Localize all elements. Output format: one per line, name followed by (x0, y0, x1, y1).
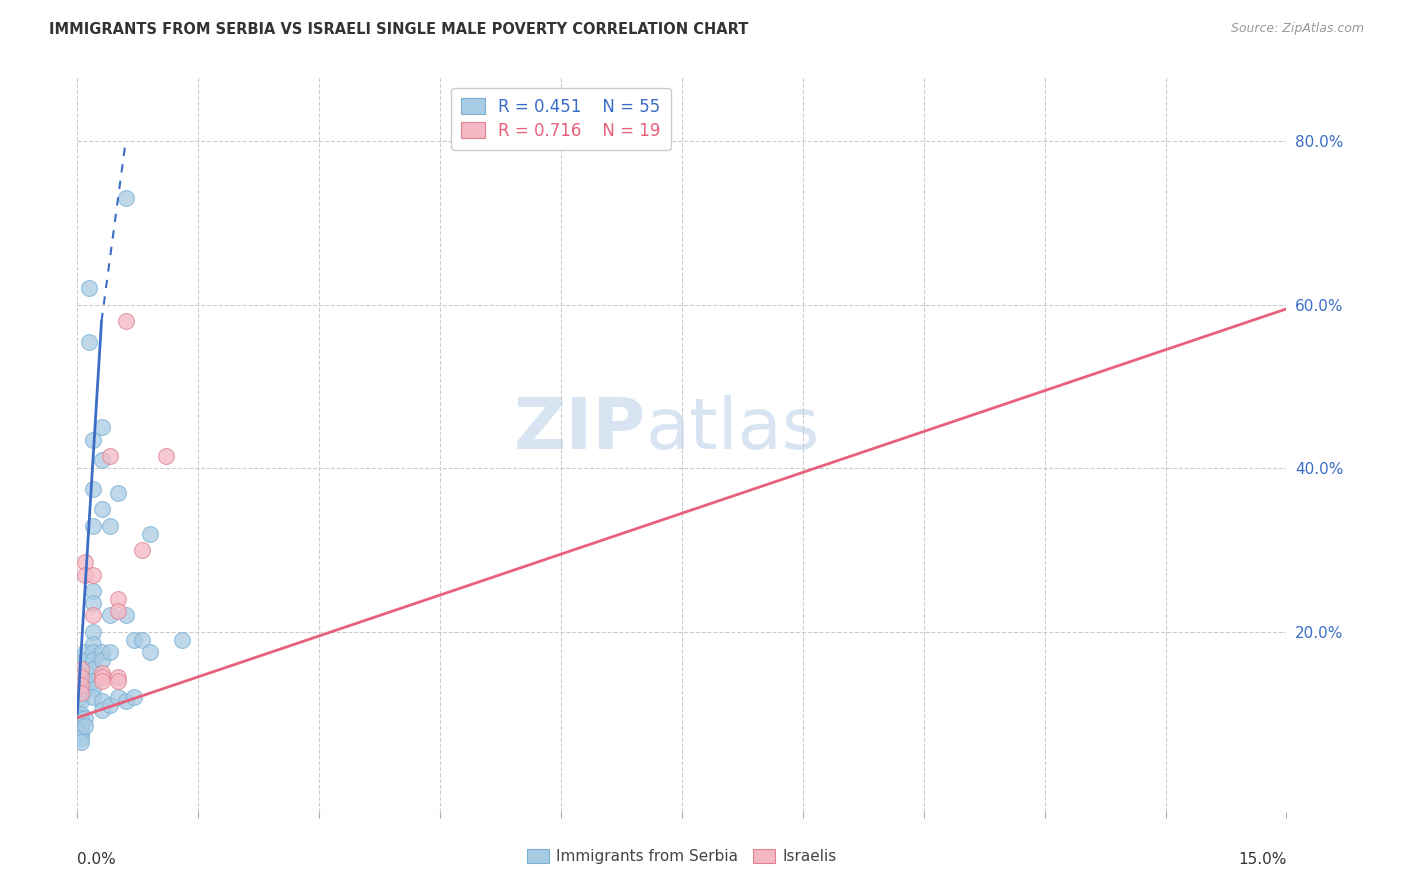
Point (82, 673, 104, 688)
Point (90, 645, 112, 659)
Point (114, 694, 136, 708)
Point (75, 681, 97, 696)
Point (90, 673, 112, 688)
Point (131, 633, 153, 648)
Point (107, 673, 129, 688)
Text: IMMIGRANTS FROM SERBIA VS ISRAELI SINGLE MALE POVERTY CORRELATION CHART: IMMIGRANTS FROM SERBIA VS ISRAELI SINGLE… (49, 22, 748, 37)
Point (70, 735, 93, 749)
Point (82, 624, 104, 639)
Point (131, 543, 153, 558)
Text: 15.0%: 15.0% (1239, 852, 1286, 867)
Point (107, 604, 129, 618)
Point (70, 662, 93, 676)
Point (70, 706, 93, 721)
Point (114, 608, 136, 623)
Legend: Immigrants from Serbia, Israelis: Immigrants from Serbia, Israelis (522, 843, 842, 871)
Text: 0.0%: 0.0% (77, 852, 117, 867)
Point (70, 686, 93, 700)
Point (82, 653, 104, 667)
Point (82, 637, 104, 651)
Point (75, 645, 97, 659)
Point (155, 449, 177, 463)
Point (90, 694, 112, 708)
Point (75, 719, 97, 733)
Point (122, 633, 145, 648)
Point (90, 702, 112, 716)
Point (75, 673, 97, 688)
Point (75, 711, 97, 725)
Point (107, 690, 129, 705)
Point (90, 420, 112, 434)
Point (75, 653, 97, 667)
Point (90, 665, 112, 680)
Point (98, 698, 121, 713)
Point (82, 645, 104, 659)
Point (90, 453, 112, 467)
Point (70, 694, 93, 708)
Point (82, 518, 104, 533)
Text: Source: ZipAtlas.com: Source: ZipAtlas.com (1230, 22, 1364, 36)
Point (98, 608, 121, 623)
Point (75, 662, 97, 676)
Point (107, 670, 129, 684)
Point (70, 731, 93, 746)
Point (107, 485, 129, 500)
Point (82, 433, 104, 447)
Point (82, 662, 104, 676)
Point (98, 449, 121, 463)
Text: ZIP: ZIP (513, 394, 645, 464)
Point (90, 670, 112, 684)
Point (70, 719, 93, 733)
Point (82, 482, 104, 496)
Point (82, 690, 104, 705)
Point (75, 567, 97, 582)
Point (75, 555, 97, 569)
Point (70, 673, 93, 688)
Point (107, 592, 129, 607)
Point (70, 662, 93, 676)
Point (70, 681, 93, 696)
Point (172, 633, 194, 648)
Point (79, 334, 101, 349)
Point (70, 690, 93, 705)
Point (122, 690, 145, 705)
Point (98, 518, 121, 533)
Point (90, 653, 112, 667)
Point (70, 670, 93, 684)
Point (114, 191, 136, 205)
Point (139, 645, 162, 659)
Text: atlas: atlas (645, 394, 820, 464)
Point (139, 526, 162, 541)
Point (79, 281, 101, 295)
Point (98, 645, 121, 659)
Point (90, 502, 112, 516)
Point (82, 608, 104, 623)
Point (82, 596, 104, 610)
Point (82, 567, 104, 582)
Point (70, 678, 93, 692)
Point (70, 723, 93, 737)
Point (70, 727, 93, 741)
Point (82, 681, 104, 696)
Point (114, 314, 136, 328)
Point (70, 711, 93, 725)
Point (82, 583, 104, 598)
